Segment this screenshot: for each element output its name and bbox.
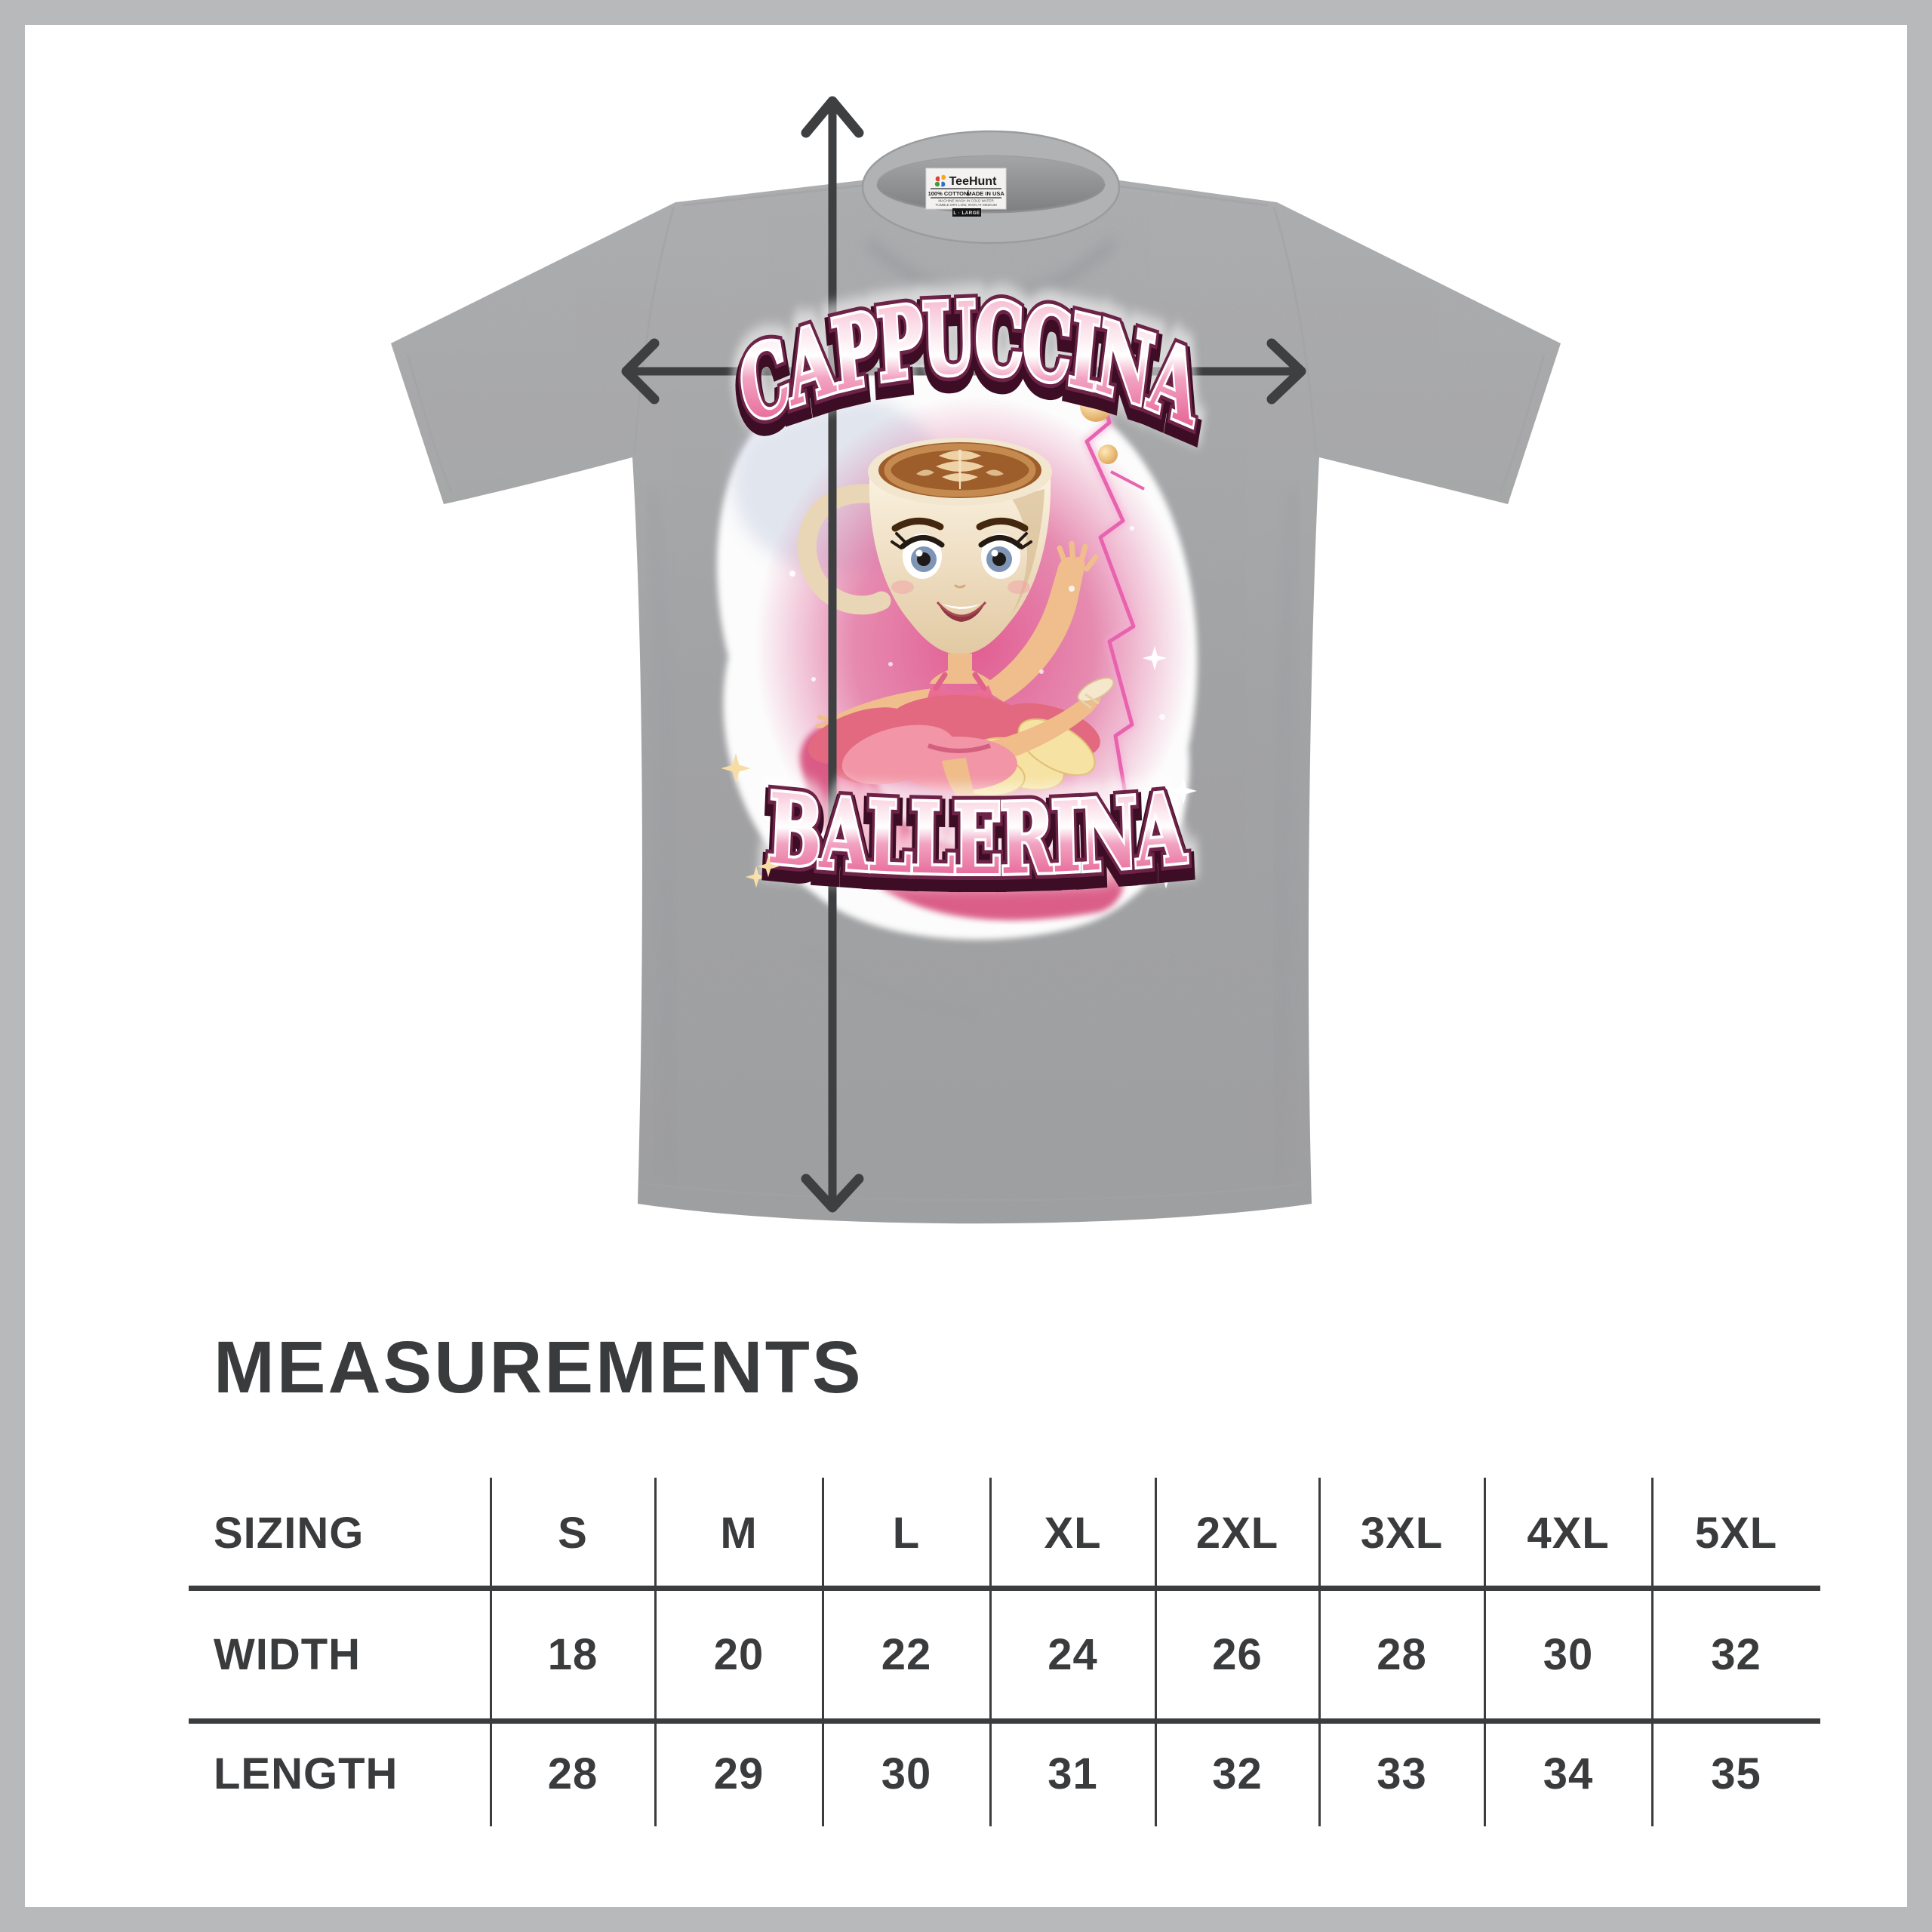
table-vline xyxy=(490,1478,492,1826)
left-eye xyxy=(891,532,945,579)
size-col-header: 4XL xyxy=(1527,1508,1610,1558)
extended-leg xyxy=(990,691,1101,762)
width-value: 20 xyxy=(713,1629,764,1679)
table-vline xyxy=(1651,1478,1654,1826)
svg-text:BALLERINA: BALLERINA xyxy=(766,771,1189,896)
size-col-header: 2XL xyxy=(1195,1508,1279,1558)
standing-foot-slipper xyxy=(965,795,986,823)
raised-hand xyxy=(1057,540,1099,572)
extended-foot-slipper xyxy=(1077,677,1115,709)
raised-arm xyxy=(980,556,1085,702)
size-table: SIZING S M L XL 2XL 3XL 4XL 5XL WIDTH 18… xyxy=(189,1478,1820,1826)
size-col-header: S xyxy=(558,1508,588,1558)
width-value: 26 xyxy=(1212,1629,1263,1679)
size-tag xyxy=(952,208,981,217)
brand-label: TeeHunt 100% COTTON MADE IN USA MACHINE … xyxy=(925,168,1007,217)
table-hline xyxy=(189,1586,1820,1591)
table-vline xyxy=(822,1478,824,1826)
skirt-swirl xyxy=(800,724,1124,921)
collar-shadow xyxy=(863,237,1118,304)
label-care-2: TUMBLE DRY LOW, IRON AT MEDIUM xyxy=(935,203,997,207)
length-value: 28 xyxy=(547,1749,598,1798)
latte-art-rosetta xyxy=(916,450,1004,489)
width-value: 24 xyxy=(1048,1629,1098,1679)
table-vline xyxy=(1318,1478,1321,1826)
size-col-header: XL xyxy=(1044,1508,1102,1558)
table-hline xyxy=(189,1718,1820,1724)
length-value: 31 xyxy=(1048,1749,1098,1798)
size-col-header: M xyxy=(720,1508,758,1558)
tshirt-mockup: TeeHunt 100% COTTON MADE IN USA MACHINE … xyxy=(391,96,1561,1224)
svg-text:BALLERINA: BALLERINA xyxy=(766,771,1189,896)
label-cotton: 100% COTTON xyxy=(928,190,968,197)
table-vline xyxy=(989,1478,992,1826)
teehunt-logo-icon xyxy=(934,174,946,187)
label-madein: MADE IN USA xyxy=(967,190,1004,197)
length-value: 29 xyxy=(713,1749,764,1798)
table-vline xyxy=(1155,1478,1157,1826)
measurements-heading: MEASUREMENTS xyxy=(214,1326,863,1408)
size-col-header: 3XL xyxy=(1360,1508,1444,1558)
length-value: 34 xyxy=(1543,1749,1594,1798)
mouth xyxy=(936,601,987,622)
measurement-arrows xyxy=(621,96,1306,1213)
width-value: 22 xyxy=(881,1629,932,1679)
width-arrow xyxy=(621,338,1306,405)
svg-text:BALLERINA: BALLERINA xyxy=(766,771,1189,896)
character-face xyxy=(891,517,1032,622)
size-tag-text: L · LARGE xyxy=(953,211,980,216)
size-col-header: 5XL xyxy=(1694,1508,1778,1558)
table-row-label: SIZING xyxy=(214,1508,365,1558)
table-row-label: WIDTH xyxy=(214,1629,361,1679)
print-design xyxy=(717,346,1198,940)
table-vline xyxy=(1484,1478,1486,1826)
golden-beads xyxy=(1080,390,1118,464)
cappuccina-character xyxy=(797,438,1115,823)
lightning-bolt-icon xyxy=(1082,352,1145,813)
length-arrow xyxy=(801,96,864,1213)
table-vline xyxy=(654,1478,657,1826)
length-value: 33 xyxy=(1377,1749,1427,1798)
width-value: 28 xyxy=(1377,1629,1427,1679)
length-value: 30 xyxy=(881,1749,932,1798)
collar-inner-seam xyxy=(876,183,1106,214)
print-title-bottom: BALLERINA BALLERINA BALLERINA BALLERINA xyxy=(752,757,1204,912)
table-row-label: LENGTH xyxy=(214,1749,398,1798)
size-col-header: L xyxy=(892,1508,921,1558)
width-value: 30 xyxy=(1543,1629,1594,1679)
right-eye xyxy=(978,532,1032,579)
brand-name: TeeHunt xyxy=(949,175,997,188)
standing-leg xyxy=(942,758,977,808)
svg-text:BALLERINA: BALLERINA xyxy=(766,778,1189,903)
length-value: 32 xyxy=(1212,1749,1263,1798)
width-value: 18 xyxy=(547,1629,598,1679)
stitch-seams xyxy=(406,183,1546,1201)
label-care-1: MACHINE WASH IN COLD WATER xyxy=(938,199,994,203)
width-value: 32 xyxy=(1711,1629,1761,1679)
length-value: 35 xyxy=(1711,1749,1761,1798)
sparkle-dots xyxy=(789,518,1165,863)
